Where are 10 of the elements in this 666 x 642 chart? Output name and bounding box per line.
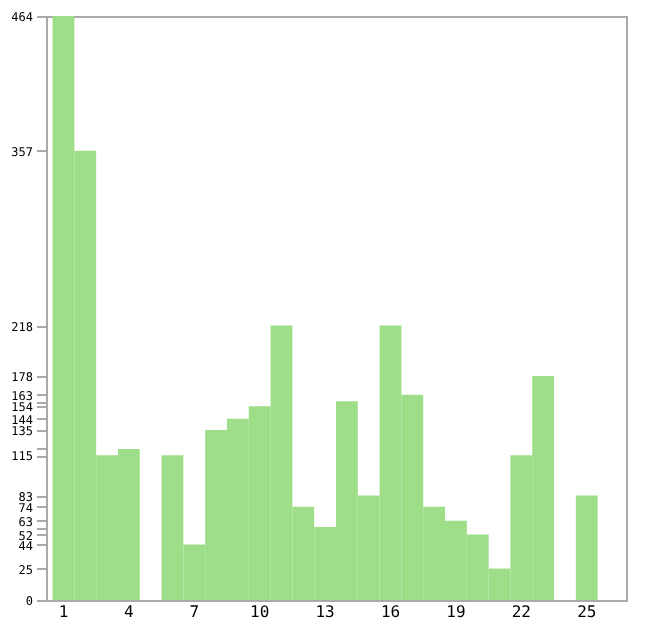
x-tick-label: 1: [58, 603, 69, 621]
x-tick-label: 7: [189, 603, 200, 621]
x-tick-label: 22: [511, 603, 532, 621]
x-tick-label: 19: [446, 603, 466, 621]
x-tick-label: 13: [315, 603, 336, 621]
bar: [575, 495, 598, 600]
x-tick-label: 4: [124, 603, 135, 621]
x-tick-label: 25: [577, 603, 597, 621]
x-tick-label: 10: [250, 603, 270, 621]
x-tick-label: 16: [380, 603, 401, 621]
